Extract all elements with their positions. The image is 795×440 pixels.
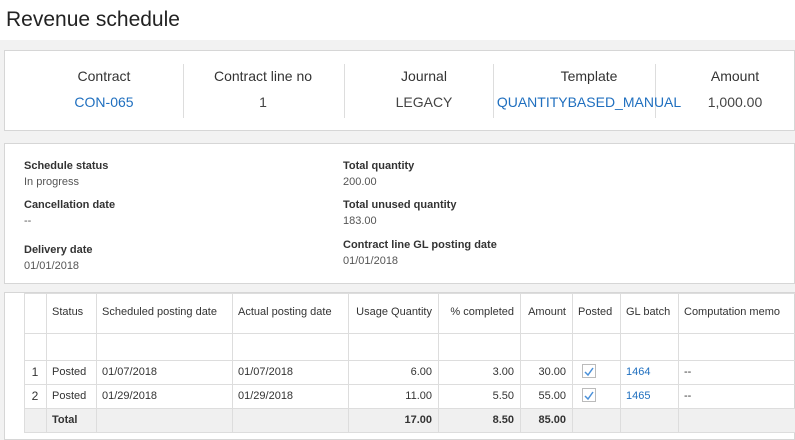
column-header: GL batch	[626, 306, 671, 318]
table-cell: Posted	[52, 390, 87, 402]
summary-value: LEGACY	[395, 94, 453, 110]
column-line	[96, 293, 97, 432]
summary-value: 1	[259, 94, 267, 110]
table-cell: 55.00	[538, 390, 566, 402]
table-cell: 01/07/2018	[102, 366, 158, 378]
column-line	[232, 293, 233, 432]
checkmark	[584, 367, 594, 377]
detail-label: Schedule status	[24, 160, 109, 172]
row-line	[24, 432, 795, 433]
table-cell: 11.00	[405, 390, 432, 402]
checkmark	[584, 391, 594, 401]
column-line	[46, 293, 47, 432]
detail-label: Cancellation date	[24, 199, 116, 211]
table-cell: 01/07/2018	[238, 366, 294, 378]
summary-label: Template	[560, 68, 618, 84]
posted-checkbox	[582, 388, 596, 402]
summary-label: Contract line no	[213, 68, 313, 84]
total-row-bg	[24, 408, 795, 432]
column-line	[678, 293, 679, 432]
detail-value: 01/01/2018	[24, 260, 80, 272]
total-cell: 85.00	[538, 414, 566, 426]
column-header: Computation memo	[684, 306, 780, 318]
table-cell: Posted	[52, 366, 87, 378]
divider	[655, 64, 656, 118]
column-line	[620, 293, 621, 432]
gl-batch-link[interactable]: 1464	[626, 366, 651, 378]
table-cell: 3.00	[492, 366, 514, 378]
row-line	[24, 293, 795, 294]
row-line	[24, 360, 795, 361]
column-line	[572, 293, 573, 432]
summary-label: Journal	[401, 68, 447, 84]
detail-label: Delivery date	[24, 244, 93, 256]
detail-value: --	[24, 215, 32, 227]
table-cell: 01/29/2018	[238, 390, 294, 402]
column-header: Status	[52, 306, 84, 318]
detail-label: Contract line GL posting date	[343, 239, 497, 251]
column-line	[24, 293, 25, 432]
row-line	[24, 333, 795, 334]
summary-link[interactable]: QUANTITYBASED_MANUAL	[496, 94, 682, 110]
gl-batch-link[interactable]: 1465	[626, 390, 651, 402]
detail-label: Total quantity	[343, 160, 415, 172]
page-title: Revenue schedule	[6, 8, 180, 31]
summary-label: Contract	[77, 68, 131, 84]
table-cell: 30.00	[538, 366, 566, 378]
column-header: Usage Quantity	[356, 306, 432, 318]
column-line	[520, 293, 521, 432]
details-card	[4, 143, 795, 284]
table-cell: 01/29/2018	[102, 390, 158, 402]
summary-label: Amount	[710, 68, 760, 84]
column-header: % completed	[450, 306, 514, 318]
row-line	[24, 408, 795, 409]
detail-value: 183.00	[343, 215, 377, 227]
column-header: Actual posting date	[238, 306, 332, 318]
summary-value: 1,000.00	[707, 94, 763, 110]
column-header: Scheduled posting date	[102, 306, 217, 318]
divider	[493, 64, 494, 118]
table-cell: --	[684, 366, 692, 378]
total-cell: 17.00	[404, 414, 432, 426]
detail-value: 200.00	[343, 176, 377, 188]
column-line	[438, 293, 439, 432]
detail-value: 01/01/2018	[343, 255, 399, 267]
row-line	[24, 384, 795, 385]
divider	[183, 64, 184, 118]
column-line	[348, 293, 349, 432]
total-cell: Total	[52, 414, 78, 426]
detail-value: In progress	[24, 176, 80, 188]
column-header: Posted	[578, 306, 613, 318]
divider	[344, 64, 345, 118]
summary-link[interactable]: CON-065	[74, 94, 134, 110]
table-cell: --	[684, 390, 692, 402]
total-cell: 8.50	[492, 414, 514, 426]
title-bar	[0, 0, 795, 40]
column-header: Amount	[528, 306, 566, 318]
row-number: 2	[31, 389, 39, 403]
posted-checkbox	[582, 364, 596, 378]
table-cell: 5.50	[492, 390, 514, 402]
row-number: 1	[31, 365, 39, 379]
detail-label: Total unused quantity	[343, 199, 457, 211]
table-cell: 6.00	[410, 366, 432, 378]
summary-card	[4, 50, 795, 131]
